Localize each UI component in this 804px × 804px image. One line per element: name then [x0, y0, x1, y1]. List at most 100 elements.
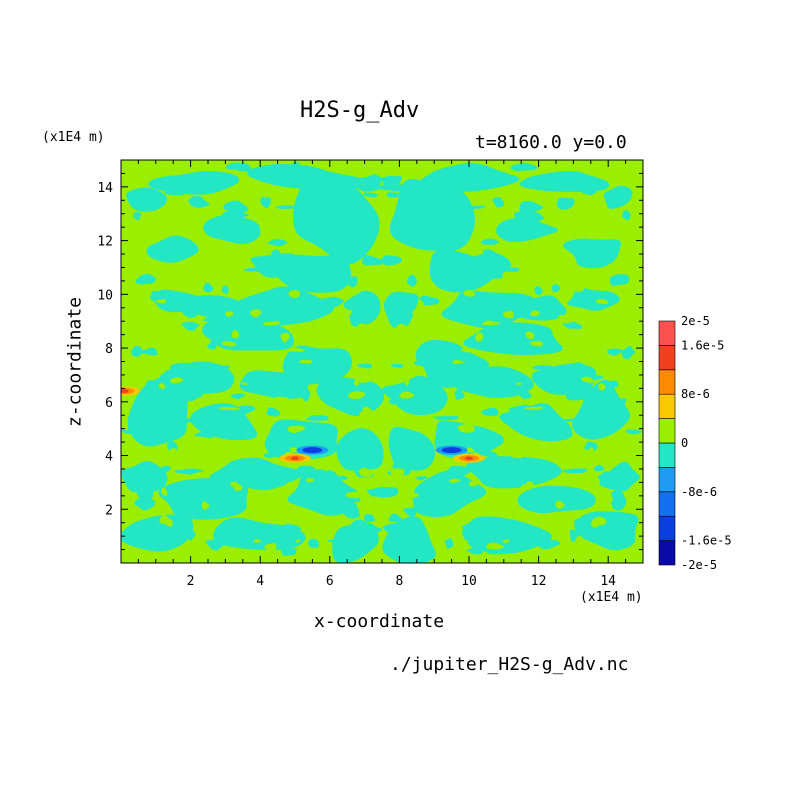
zero-value-speckle	[225, 311, 234, 317]
negative-small-speckle	[422, 384, 434, 391]
negative-small-speckle	[444, 538, 454, 549]
negative-small-speckle	[194, 431, 218, 439]
zero-value-speckle	[280, 332, 290, 343]
negative-small-speckle	[233, 405, 256, 415]
zero-value-speckle	[295, 539, 301, 543]
negative-small-speckle	[134, 396, 156, 410]
negative-small-regions	[121, 162, 643, 563]
negative-small-speckle	[209, 365, 231, 370]
negative-small-speckle	[461, 205, 486, 209]
negative-small-speckle	[600, 292, 618, 302]
negative-small-speckle	[465, 384, 490, 389]
negative-small-patch	[203, 215, 261, 245]
zero-value-speckle	[525, 331, 535, 340]
colorbar-segment	[658, 320, 676, 346]
zero-value-speckle	[402, 490, 420, 498]
colorbar-label: 0	[681, 436, 688, 450]
zero-value-speckle	[253, 538, 262, 543]
negative-small-speckle	[386, 192, 401, 198]
negative-small-patch	[239, 370, 310, 399]
negative-small-speckle	[556, 197, 575, 210]
negative-small-speckle	[561, 468, 588, 474]
positive-core	[121, 389, 129, 393]
negative-small-speckle	[355, 218, 363, 223]
zero-value-speckle	[305, 478, 315, 483]
zero-value-speckle	[231, 330, 240, 339]
negative-small-speckle	[519, 200, 544, 213]
zero-value-speckle	[474, 332, 484, 342]
negative-small-speckle	[133, 211, 141, 221]
file-name: ./jupiter_H2S-g_Adv.nc	[390, 654, 629, 675]
negative-small-speckle	[121, 429, 142, 434]
negative-small-speckle	[271, 249, 281, 257]
y-tick-label: 8	[105, 342, 113, 357]
negative-small-speckle	[508, 404, 533, 414]
negative-small-speckle	[307, 538, 319, 548]
negative-small-speckle	[378, 183, 403, 192]
negative-small-speckle	[253, 466, 268, 471]
zero-value-speckle	[526, 481, 534, 488]
x-tick-label: 14	[600, 574, 616, 589]
negative-small-speckle	[569, 529, 580, 542]
zero-value-speckle	[488, 503, 498, 508]
negative-small-speckle	[542, 432, 570, 438]
axis-ticks: 2 4 6 8 10 12 14 2 4 6 8 10 12 14	[97, 160, 643, 589]
negative-small-speckle	[381, 255, 402, 266]
negative-small-speckle	[221, 209, 250, 219]
zero-value-speckle	[288, 347, 305, 352]
negative-small-speckle	[531, 365, 556, 370]
negative-small-speckle	[137, 489, 154, 502]
zero-value-speckle	[129, 374, 134, 382]
colorbar-label: 1.6e-5	[681, 338, 724, 352]
negative-small-speckle	[321, 296, 345, 307]
negative-small-speckle	[565, 362, 593, 374]
zero-value-speckle	[154, 318, 169, 328]
negative-small-patch	[517, 485, 596, 514]
negative-small-patch	[496, 217, 558, 243]
negative-small-patch	[563, 238, 622, 269]
x-tick-label: 8	[395, 574, 403, 589]
zero-value-speckle	[274, 551, 283, 556]
zero-value-speckle	[595, 487, 603, 497]
negative-core	[308, 448, 317, 452]
zero-value-speckle	[201, 501, 210, 510]
zero-value-speckle	[195, 326, 202, 334]
negative-small-speckle	[609, 398, 627, 411]
negative-small-speckle	[362, 174, 382, 187]
colorbar-label: 8e-6	[681, 387, 710, 401]
negative-small-speckle	[207, 337, 219, 350]
y-tick-label: 4	[105, 450, 113, 465]
zero-value-speckle	[230, 481, 238, 487]
negative-small-speckle	[401, 217, 410, 223]
zero-value-speckle	[241, 382, 249, 386]
negative-small-speckle	[135, 273, 157, 285]
negative-small-speckle	[534, 286, 543, 295]
negative-small-speckle	[174, 468, 204, 475]
zero-value-speckle	[524, 406, 544, 410]
negative-small-speckle	[141, 347, 158, 356]
negative-small-speckle	[545, 339, 557, 352]
zero-value-speckle	[502, 539, 510, 543]
negative-small-speckle	[497, 466, 511, 471]
negative-small-speckle	[390, 363, 404, 368]
negative-small-speckle	[403, 538, 431, 543]
zero-value-speckle	[395, 323, 410, 331]
zero-value-speckle	[588, 447, 594, 454]
negative-small-speckle	[145, 380, 158, 388]
zero-value-speckle	[581, 376, 594, 383]
negative-small-speckle	[282, 523, 302, 532]
zero-value-speckle	[561, 317, 580, 321]
zero-value-speckle	[595, 516, 607, 526]
zero-value-speckle	[158, 383, 166, 390]
negative-small-patch	[343, 290, 381, 327]
negative-small-speckle	[301, 388, 311, 402]
negative-small-speckle	[205, 539, 226, 551]
zero-value-speckle	[354, 378, 360, 386]
zero-value-speckle	[463, 289, 475, 297]
negative-small-speckle	[486, 270, 503, 279]
zero-value-speckle	[286, 481, 297, 487]
negative-small-speckle	[305, 415, 330, 421]
negative-small-speckle	[551, 284, 561, 293]
negative-small-speckle	[270, 390, 279, 397]
negative-small-speckle	[149, 290, 163, 302]
